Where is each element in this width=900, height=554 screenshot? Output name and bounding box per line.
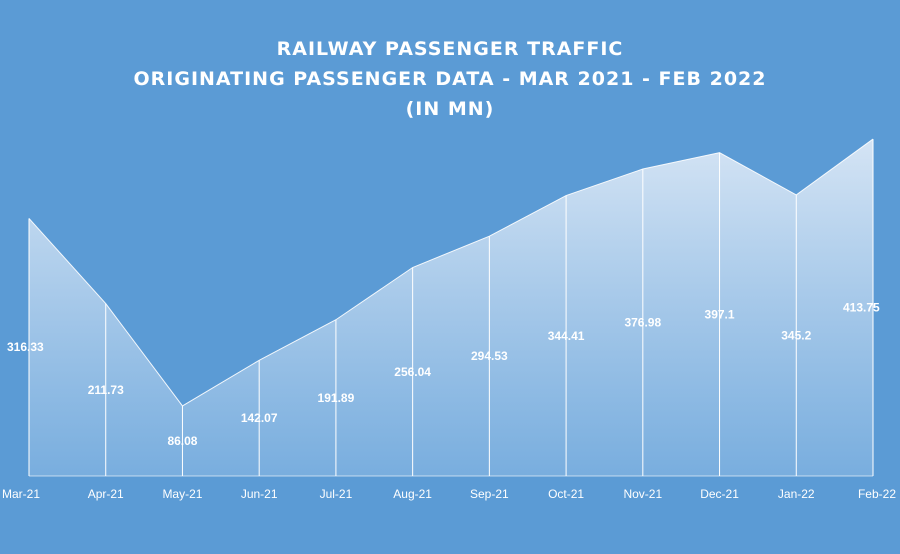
drop-lines: [28, 139, 874, 476]
area-layer: [28, 138, 874, 477]
data-label: 256.04: [394, 365, 431, 379]
data-label: 211.73: [88, 383, 124, 397]
x-tick-label: Nov-21: [623, 487, 662, 501]
area-fill: [29, 139, 873, 476]
x-tick-label: Aug-21: [393, 487, 432, 501]
data-label: 345.2: [781, 328, 811, 342]
data-label: 316.33: [7, 340, 44, 354]
chart-title-line-1: RAILWAY PASSENGER TRAFFIC: [276, 38, 624, 60]
x-tick-label: Jun-21: [241, 487, 278, 501]
x-tick-label: Oct-21: [548, 487, 584, 501]
x-tick-label: Jul-21: [320, 487, 353, 501]
chart-title-line-3: (IN MN): [405, 98, 495, 120]
data-label: 142.07: [241, 411, 278, 425]
data-label: 376.98: [624, 316, 661, 330]
x-axis-ticks: Mar-21 Apr-21 May-21 Jun-21 Jul-21 Aug-21 Sep-…: [2, 487, 896, 501]
data-label: 397.1: [705, 307, 735, 321]
data-label: 86.08: [167, 434, 197, 448]
chart-title: RAILWAY PASSENGER TRAFFIC ORIGINATING PA…: [0, 34, 900, 124]
x-tick-label: Jan-22: [778, 487, 815, 501]
x-tick-label: Mar-21: [2, 487, 40, 501]
chart-title-line-2: ORIGINATING PASSENGER DATA - MAR 2021 - …: [133, 68, 767, 90]
data-label: 344.41: [548, 329, 585, 343]
x-tick-label: Dec-21: [700, 487, 739, 501]
x-tick-label: May-21: [162, 487, 202, 501]
data-labels: 316.33 211.73 86.08 142.07 191.89 256.04 294.5…: [7, 301, 880, 448]
x-tick-label: Apr-21: [88, 487, 124, 501]
series-line: [28, 138, 874, 407]
data-label: 294.53: [471, 349, 508, 363]
data-label: 413.75: [843, 301, 880, 315]
x-tick-label: Sep-21: [470, 487, 509, 501]
x-tick-label: Feb-22: [858, 487, 896, 501]
data-label: 191.89: [318, 391, 355, 405]
